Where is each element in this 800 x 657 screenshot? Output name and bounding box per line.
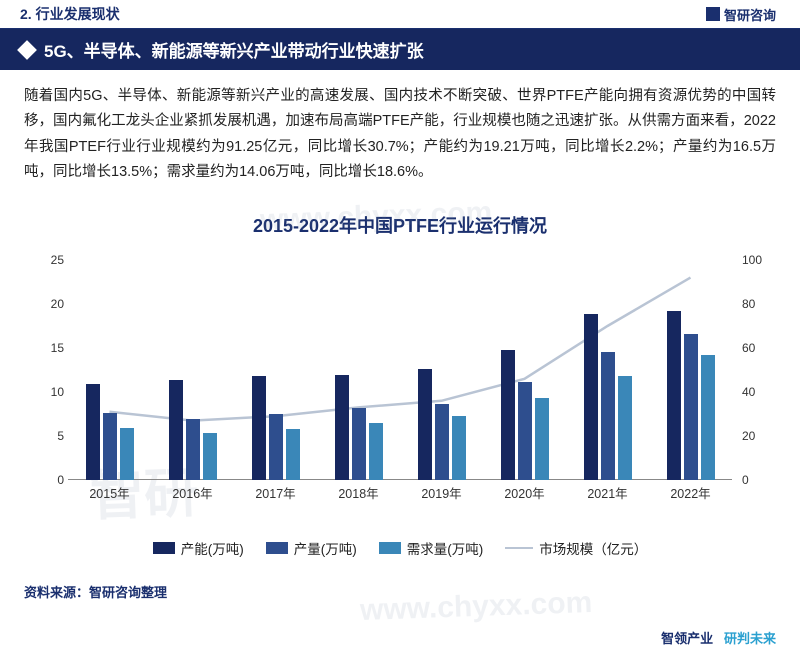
legend-item: 市场规模（亿元） [505,538,647,558]
y-right-tick: 0 [742,473,782,487]
logo-icon [706,7,720,21]
bar-capacity [667,311,681,480]
footer-right: 研判未来 [724,631,776,646]
bar-demand [286,429,300,479]
bar-demand [618,376,632,480]
bar-group [483,350,566,479]
bar-group [68,384,151,479]
legend-label: 市场规模（亿元） [539,538,647,558]
bar-capacity [86,384,100,479]
chart-title: 2015-2022年中国PTFE行业运行情况 [24,212,776,238]
brand-name: 智研咨询 [724,5,776,24]
bar-capacity [335,375,349,480]
bar-capacity [418,369,432,480]
bar-capacity [501,350,515,479]
x-category-label: 2021年 [566,483,649,502]
bar-output [269,414,283,480]
bar-demand [369,423,383,479]
y-right-tick: 20 [742,429,782,443]
source-text: 智研咨询整理 [89,585,167,600]
legend-swatch [266,542,288,554]
x-category-label: 2019年 [400,483,483,502]
bar-output [684,334,698,479]
plot-area [68,260,732,480]
bar-output [518,382,532,480]
y-left-tick: 10 [24,385,64,399]
brand-top: 智研咨询 [706,5,776,24]
source-prefix: 资料来源： [24,585,89,600]
bar-group [566,314,649,479]
bar-demand [535,398,549,480]
bar-capacity [584,314,598,479]
page-root: www.chyxx.com 智研 www.chyxx.com 2. 行业发展现状… [0,0,800,657]
bar-group [317,375,400,480]
legend-item: 产能(万吨) [153,538,244,558]
x-category-label: 2020年 [483,483,566,502]
bar-output [601,352,615,480]
bar-group [151,380,234,479]
bar-output [435,404,449,480]
y-left-tick: 5 [24,429,64,443]
bar-capacity [252,376,266,480]
top-bar: 2. 行业发展现状 智研咨询 [0,0,800,29]
y-right-tick: 40 [742,385,782,399]
footer-tagline: 智领产业 研判未来 [661,628,776,647]
legend-swatch [505,547,533,549]
legend-label: 需求量(万吨) [407,538,484,558]
bar-demand [701,355,715,479]
bar-demand [203,433,217,480]
body-paragraph: 随着国内5G、半导体、新能源等新兴产业的高速发展、国内技术不断突破、世界PTFE… [0,70,800,194]
y-left-tick: 0 [24,473,64,487]
y-left-tick: 20 [24,297,64,311]
title-text: 5G、半导体、新能源等新兴产业带动行业快速扩张 [44,37,424,62]
bar-output [352,408,366,479]
y-axis-left: 0510152025 [24,260,64,480]
source-line: 资料来源：智研咨询整理 [0,558,800,601]
y-axis-right: 020406080100 [736,260,776,480]
legend-swatch [379,542,401,554]
section-label: 2. 行业发展现状 [20,4,120,24]
x-category-label: 2017年 [234,483,317,502]
chart-container: 2015-2022年中国PTFE行业运行情况 0510152025 020406… [0,212,800,558]
y-left-tick: 25 [24,253,64,267]
x-category-label: 2018年 [317,483,400,502]
bar-demand [120,428,134,479]
bar-group [234,376,317,480]
bar-demand [452,416,466,479]
bar-group [649,311,732,480]
legend-swatch [153,542,175,554]
x-axis: 2015年2016年2017年2018年2019年2020年2021年2022年 [68,483,732,502]
diamond-icon [17,40,37,60]
legend-label: 产能(万吨) [181,538,244,558]
y-right-tick: 60 [742,341,782,355]
x-category-label: 2022年 [649,483,732,502]
x-category-label: 2016年 [151,483,234,502]
y-right-tick: 80 [742,297,782,311]
bar-output [103,413,117,480]
bar-group [400,369,483,480]
legend-item: 产量(万吨) [266,538,357,558]
chart-area: 0510152025 020406080100 2015年2016年2017年2… [24,250,776,530]
y-right-tick: 100 [742,253,782,267]
title-band: 5G、半导体、新能源等新兴产业带动行业快速扩张 [0,29,800,70]
legend: 产能(万吨) 产量(万吨) 需求量(万吨) 市场规模（亿元） [24,538,776,558]
bar-output [186,419,200,480]
footer-left: 智领产业 [661,631,713,646]
legend-label: 产量(万吨) [294,538,357,558]
legend-item: 需求量(万吨) [379,538,484,558]
y-left-tick: 15 [24,341,64,355]
bar-capacity [169,380,183,479]
x-category-label: 2015年 [68,483,151,502]
